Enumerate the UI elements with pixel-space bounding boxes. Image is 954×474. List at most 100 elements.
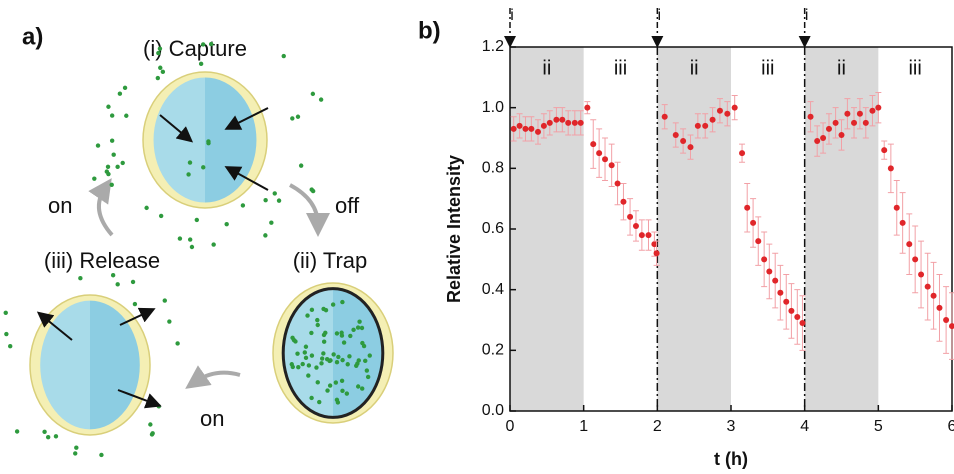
particle bbox=[132, 301, 138, 307]
x-tick-label: 5 bbox=[874, 418, 883, 435]
data-point bbox=[814, 138, 821, 145]
flux-arrow bbox=[224, 107, 269, 130]
flux-arrow bbox=[36, 311, 73, 341]
particle bbox=[364, 368, 370, 373]
particle bbox=[303, 355, 309, 361]
data-point bbox=[766, 268, 773, 275]
particle bbox=[305, 313, 310, 318]
particle bbox=[295, 114, 301, 119]
data-point bbox=[936, 304, 943, 311]
particle bbox=[314, 365, 319, 370]
particle bbox=[344, 391, 350, 396]
particle bbox=[155, 75, 161, 81]
particle bbox=[99, 452, 104, 458]
particle bbox=[167, 319, 172, 324]
data-point bbox=[844, 110, 851, 117]
particle bbox=[14, 429, 20, 434]
particle bbox=[347, 354, 352, 359]
data-point bbox=[614, 180, 621, 187]
data-point bbox=[724, 110, 731, 117]
particle bbox=[53, 434, 59, 439]
particle bbox=[74, 445, 79, 450]
data-point bbox=[522, 125, 529, 132]
particle bbox=[315, 317, 320, 323]
particle bbox=[340, 388, 345, 394]
phase-region bbox=[804, 47, 879, 411]
data-point bbox=[632, 222, 639, 229]
particle bbox=[106, 104, 111, 109]
particle bbox=[341, 340, 347, 345]
phase-label: ii bbox=[837, 57, 846, 79]
marker-label: i bbox=[510, 7, 514, 24]
data-point bbox=[571, 119, 578, 126]
data-point bbox=[680, 138, 687, 145]
particle bbox=[211, 242, 216, 247]
phase-label: ii bbox=[542, 57, 551, 79]
x-tick-label: 1 bbox=[579, 418, 588, 435]
particle bbox=[309, 353, 315, 358]
particle bbox=[355, 384, 361, 389]
particle bbox=[194, 217, 200, 223]
data-point bbox=[709, 116, 716, 123]
phase-label: ii bbox=[690, 57, 699, 79]
data-point bbox=[620, 198, 627, 205]
stage-label: (ii) Trap bbox=[293, 248, 368, 273]
particle bbox=[317, 399, 322, 405]
core-right bbox=[333, 288, 383, 418]
data-point bbox=[924, 283, 931, 290]
x-axis-label: t (h) bbox=[714, 449, 748, 469]
y-tick-label: 0.2 bbox=[482, 342, 504, 359]
data-point bbox=[838, 131, 845, 138]
particle bbox=[310, 91, 316, 97]
flux-arrow bbox=[119, 307, 156, 326]
particle bbox=[92, 176, 97, 181]
particle bbox=[187, 160, 193, 165]
particle bbox=[334, 331, 340, 336]
data-point bbox=[702, 122, 709, 129]
data-point bbox=[899, 219, 906, 226]
panel-b: b) t (h) Relative Intensity ii iii ii iii ii… bbox=[418, 7, 954, 469]
data-point bbox=[653, 250, 660, 257]
particle bbox=[321, 351, 326, 356]
particle bbox=[360, 386, 365, 391]
particle bbox=[351, 327, 356, 333]
panel-label: a) bbox=[22, 23, 43, 50]
flux-arrow bbox=[159, 114, 194, 143]
particle bbox=[336, 354, 341, 360]
data-point bbox=[799, 320, 806, 327]
particle bbox=[4, 331, 9, 337]
phase-label: iii bbox=[908, 57, 921, 79]
particle bbox=[148, 422, 153, 427]
data-point bbox=[862, 119, 869, 126]
cycle-arrow bbox=[88, 178, 114, 237]
x-tick-label: 3 bbox=[727, 418, 736, 435]
data-point bbox=[825, 125, 832, 132]
particle bbox=[309, 330, 314, 336]
y-tick-label: 0.6 bbox=[482, 220, 504, 237]
data-point bbox=[794, 313, 801, 320]
panel-a: a) (i) Capture off (ii) Trap on (iii) Re… bbox=[3, 23, 394, 458]
data-point bbox=[918, 271, 925, 278]
particle bbox=[331, 352, 336, 357]
arrow-label: on bbox=[48, 193, 72, 218]
data-point bbox=[783, 298, 790, 305]
particle bbox=[348, 333, 353, 339]
particle bbox=[160, 69, 166, 75]
particle bbox=[120, 160, 125, 166]
particle bbox=[95, 143, 101, 148]
data-point bbox=[687, 144, 694, 151]
data-point bbox=[553, 116, 560, 123]
particle bbox=[323, 330, 328, 336]
core-left bbox=[40, 300, 90, 430]
particle bbox=[321, 339, 327, 344]
data-point bbox=[875, 104, 882, 111]
particle bbox=[327, 383, 333, 388]
particle bbox=[339, 378, 345, 383]
particle bbox=[3, 310, 8, 315]
particle bbox=[359, 325, 365, 331]
particle bbox=[272, 191, 277, 196]
membrane bbox=[281, 287, 385, 419]
x-tick-label: 0 bbox=[506, 418, 515, 435]
particle bbox=[306, 363, 312, 368]
particle bbox=[45, 434, 51, 440]
